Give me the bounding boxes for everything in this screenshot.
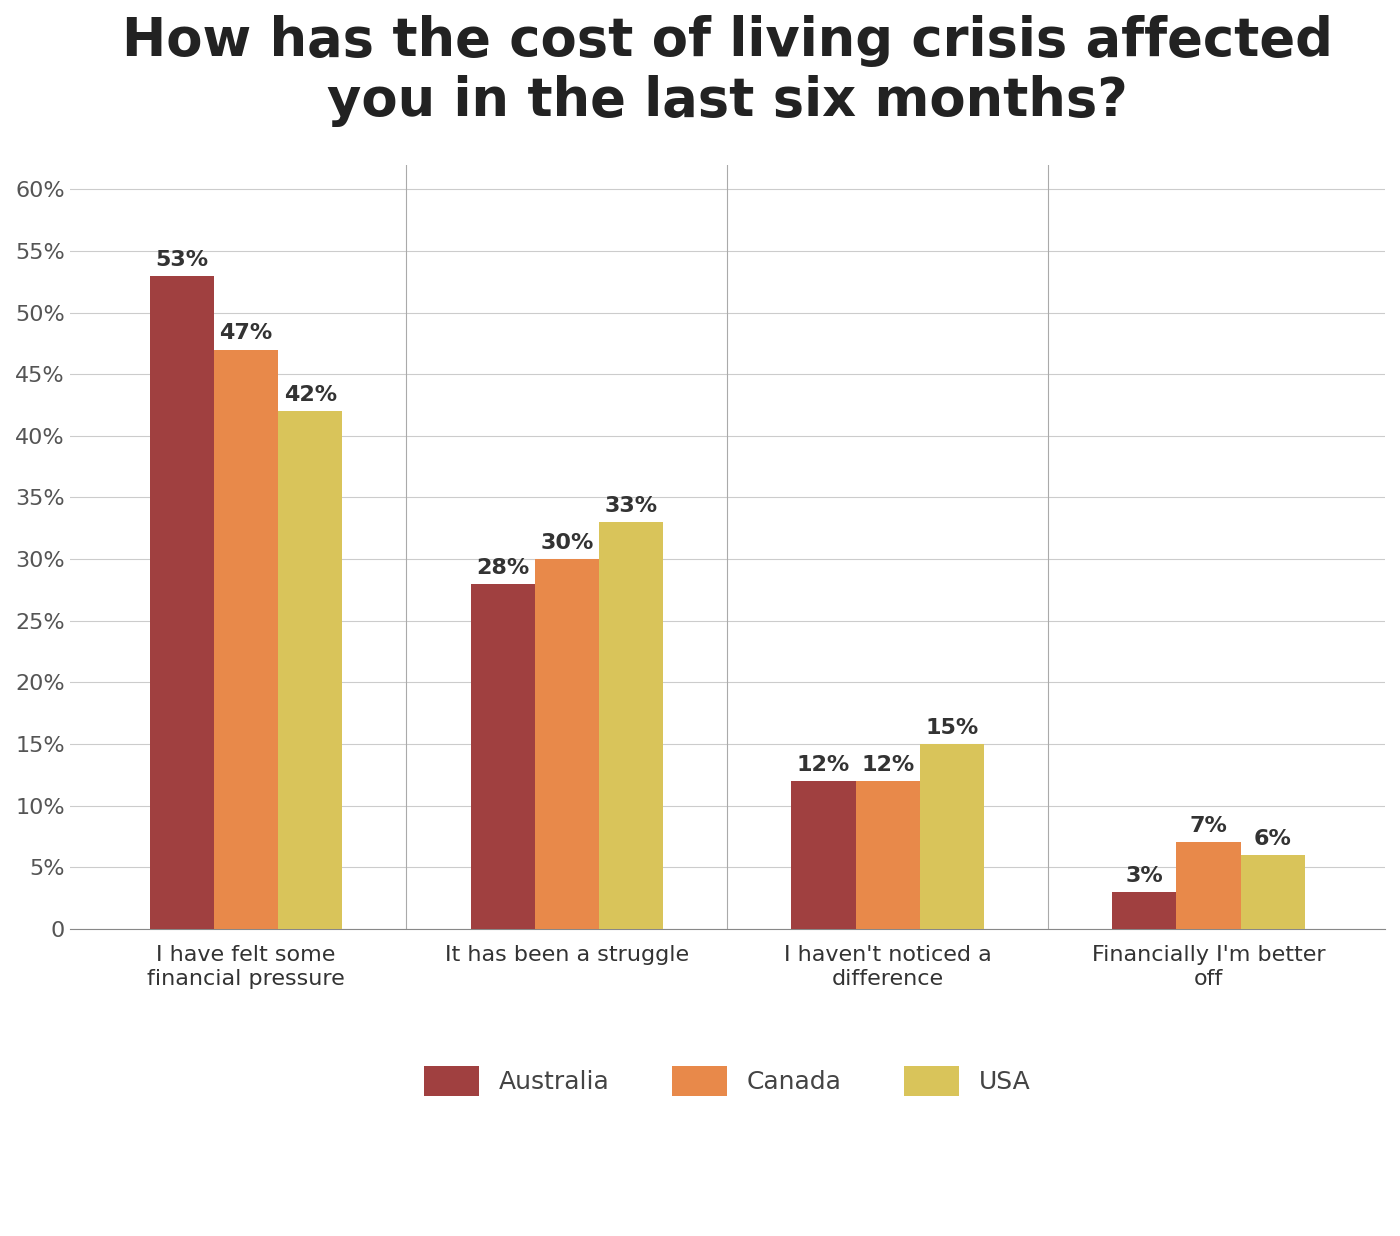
Text: 12%: 12% bbox=[797, 755, 850, 775]
Bar bbox=[1112, 891, 1176, 928]
Text: 30%: 30% bbox=[540, 533, 594, 552]
Title: How has the cost of living crisis affected
you in the last six months?: How has the cost of living crisis affect… bbox=[122, 15, 1333, 127]
Bar bbox=[470, 583, 535, 928]
Text: 42%: 42% bbox=[284, 386, 337, 405]
Bar bbox=[791, 781, 855, 928]
Bar bbox=[599, 522, 664, 928]
Legend: Australia, Canada, USA: Australia, Canada, USA bbox=[413, 1056, 1042, 1106]
Text: 33%: 33% bbox=[605, 496, 658, 515]
Text: 6%: 6% bbox=[1254, 828, 1292, 849]
Text: 3%: 3% bbox=[1126, 865, 1163, 886]
Bar bbox=[855, 781, 920, 928]
Bar bbox=[150, 276, 214, 928]
Text: 7%: 7% bbox=[1190, 816, 1228, 837]
Text: 47%: 47% bbox=[220, 324, 273, 344]
Text: 28%: 28% bbox=[476, 557, 529, 577]
Text: 53%: 53% bbox=[155, 250, 209, 269]
Bar bbox=[1240, 855, 1305, 928]
Bar bbox=[279, 412, 343, 928]
Bar bbox=[535, 559, 599, 928]
Text: 12%: 12% bbox=[861, 755, 914, 775]
Text: 15%: 15% bbox=[925, 718, 979, 738]
Bar bbox=[214, 350, 279, 928]
Bar bbox=[920, 744, 984, 928]
Bar bbox=[1176, 843, 1240, 928]
